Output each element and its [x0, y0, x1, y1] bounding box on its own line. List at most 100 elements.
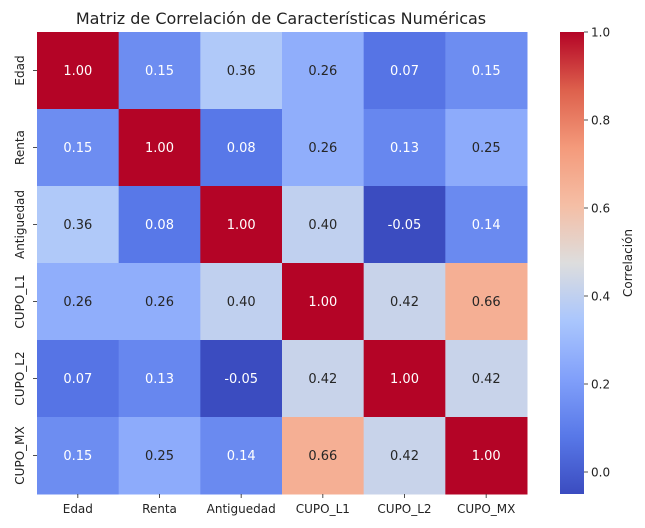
heatmap-cell-label: 0.36 [63, 218, 92, 233]
heatmap-cell [282, 263, 365, 341]
heatmap-cell [363, 186, 446, 264]
heatmap-cell [37, 417, 120, 495]
heatmap-cell-label: 0.66 [472, 295, 501, 310]
heatmap-cell [363, 109, 446, 187]
colorbar-tick-label: 0.8 [591, 114, 610, 128]
heatmap-cell-label: 0.42 [390, 449, 419, 464]
heatmap-cell [200, 109, 283, 187]
heatmap-cell [282, 417, 365, 495]
x-tick-label: CUPO_L1 [296, 502, 350, 516]
x-tick-label: Antiguedad [207, 502, 276, 516]
heatmap-cell [363, 32, 446, 110]
heatmap-cell [282, 32, 365, 110]
heatmap-cell-labels: 1.00 0.15 0.36 0.26 0.07 0.15 0.15 1.00 0.08 0.26… [63, 64, 500, 464]
heatmap-cell-label: -0.05 [224, 372, 258, 387]
heatmap-cell [445, 263, 528, 341]
heatmap-cells [37, 32, 528, 495]
heatmap-cell [445, 186, 528, 264]
heatmap-cell-label: 0.40 [227, 295, 256, 310]
heatmap-cell [118, 417, 201, 495]
y-tick-label: CUPO_L2 [13, 351, 27, 405]
heatmap-cell-label: 0.40 [308, 218, 337, 233]
heatmap-cell [445, 340, 528, 418]
heatmap-cell-label: 0.14 [472, 218, 501, 233]
heatmap-cell-label: 0.36 [227, 64, 256, 79]
heatmap-cell [363, 417, 446, 495]
heatmap-cell [363, 340, 446, 418]
colorbar-tick-label: 0.6 [591, 202, 610, 216]
y-tick-label: CUPO_L1 [13, 274, 27, 328]
heatmap-cell [445, 109, 528, 187]
x-tick-label: Edad [63, 502, 93, 516]
heatmap-cell-label: 1.00 [308, 295, 337, 310]
heatmap-cell-label: 0.42 [390, 295, 419, 310]
heatmap-cell [37, 340, 120, 418]
heatmap-cell [200, 417, 283, 495]
colorbar-tick-label: 0.2 [591, 378, 610, 392]
heatmap-cell [118, 263, 201, 341]
heatmap-cell-label: -0.05 [388, 218, 422, 233]
heatmap-cell [363, 263, 446, 341]
heatmap-cell [200, 263, 283, 341]
heatmap-cell-label: 1.00 [63, 64, 92, 79]
heatmap-cell-label: 1.00 [145, 141, 174, 156]
colorbar-gradient [560, 32, 584, 494]
heatmap-cell-label: 0.26 [63, 295, 92, 310]
heatmap-cell [118, 32, 201, 110]
heatmap-cell [118, 109, 201, 187]
heatmap-cell [37, 186, 120, 264]
heatmap-cell-label: 0.66 [308, 449, 337, 464]
colorbar-tick-label: 0.0 [591, 466, 610, 480]
heatmap-cell-label: 0.42 [472, 372, 501, 387]
heatmap-cell-label: 0.15 [63, 141, 92, 156]
chart-title: Matriz de Correlación de Características… [76, 9, 486, 28]
heatmap-cell-label: 0.13 [145, 372, 174, 387]
heatmap-cell-label: 0.25 [145, 449, 174, 464]
heatmap-cell-label: 1.00 [472, 449, 501, 464]
x-axis-ticks: Edad Renta Antiguedad CUPO_L1 CUPO_L2 CUPO_MX [63, 494, 515, 516]
heatmap-cell [282, 186, 365, 264]
heatmap-cell-label: 0.15 [145, 64, 174, 79]
colorbar: 0.0 0.2 0.4 0.6 0.8 1.0 Correlación [560, 26, 635, 494]
heatmap-cell [200, 186, 283, 264]
heatmap-cell-label: 0.26 [308, 64, 337, 79]
heatmap-cell-label: 0.42 [308, 372, 337, 387]
colorbar-tick-label: 0.4 [591, 290, 610, 304]
heatmap-cell [200, 32, 283, 110]
y-tick-label: Renta [13, 130, 27, 165]
y-tick-label: Edad [13, 55, 27, 85]
heatmap-cell-label: 0.15 [63, 449, 92, 464]
heatmap-cell [445, 32, 528, 110]
heatmap-cell-label: 0.13 [390, 141, 419, 156]
heatmap-cell [282, 340, 365, 418]
colorbar-ticks: 0.0 0.2 0.4 0.6 0.8 1.0 [584, 26, 610, 480]
heatmap-cell-label: 1.00 [390, 372, 419, 387]
heatmap-cell-label: 0.15 [472, 64, 501, 79]
x-tick-label: CUPO_MX [457, 502, 515, 516]
heatmap-cell-label: 1.00 [227, 218, 256, 233]
heatmap-cell [282, 109, 365, 187]
colorbar-tick-label: 1.0 [591, 26, 610, 40]
x-tick-label: CUPO_L2 [377, 502, 431, 516]
heatmap-cell [37, 109, 120, 187]
colorbar-label: Correlación [621, 229, 635, 297]
y-tick-label: Antiguedad [13, 190, 27, 259]
heatmap-cell-label: 0.25 [472, 141, 501, 156]
heatmap-cell-label: 0.07 [390, 64, 419, 79]
y-tick-label: CUPO_MX [13, 426, 27, 484]
x-tick-label: Renta [142, 502, 177, 516]
heatmap-cell-label: 0.26 [145, 295, 174, 310]
heatmap-cell [200, 340, 283, 418]
y-axis-ticks: Edad Renta Antiguedad CUPO_L1 CUPO_L2 CUPO_MX [13, 55, 37, 485]
heatmap-cell-label: 0.07 [63, 372, 92, 387]
heatmap-cell-label: 0.26 [308, 141, 337, 156]
heatmap-cell [37, 32, 120, 110]
heatmap-cell [118, 340, 201, 418]
heatmap-cell-label: 0.08 [145, 218, 174, 233]
heatmap-cell [118, 186, 201, 264]
heatmap-cell-label: 0.14 [227, 449, 256, 464]
heatmap-cell [37, 263, 120, 341]
heatmap-cell [445, 417, 528, 495]
heatmap-cell-label: 0.08 [227, 141, 256, 156]
